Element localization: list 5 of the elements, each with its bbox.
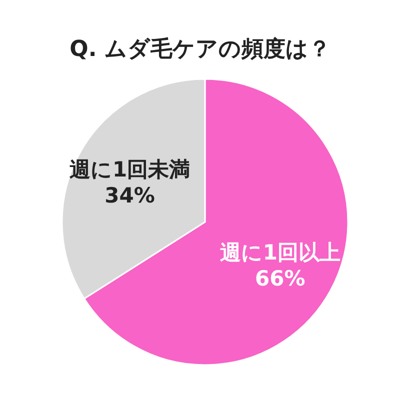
data-label: 66% bbox=[255, 266, 306, 290]
slice-label: 週に1回以上 bbox=[220, 240, 340, 264]
chart-title: Q. ムダ毛ケアの頻度は？ bbox=[70, 36, 330, 62]
data-label: 34% bbox=[104, 184, 155, 208]
slice-label: 週に1回未満 bbox=[70, 158, 190, 182]
